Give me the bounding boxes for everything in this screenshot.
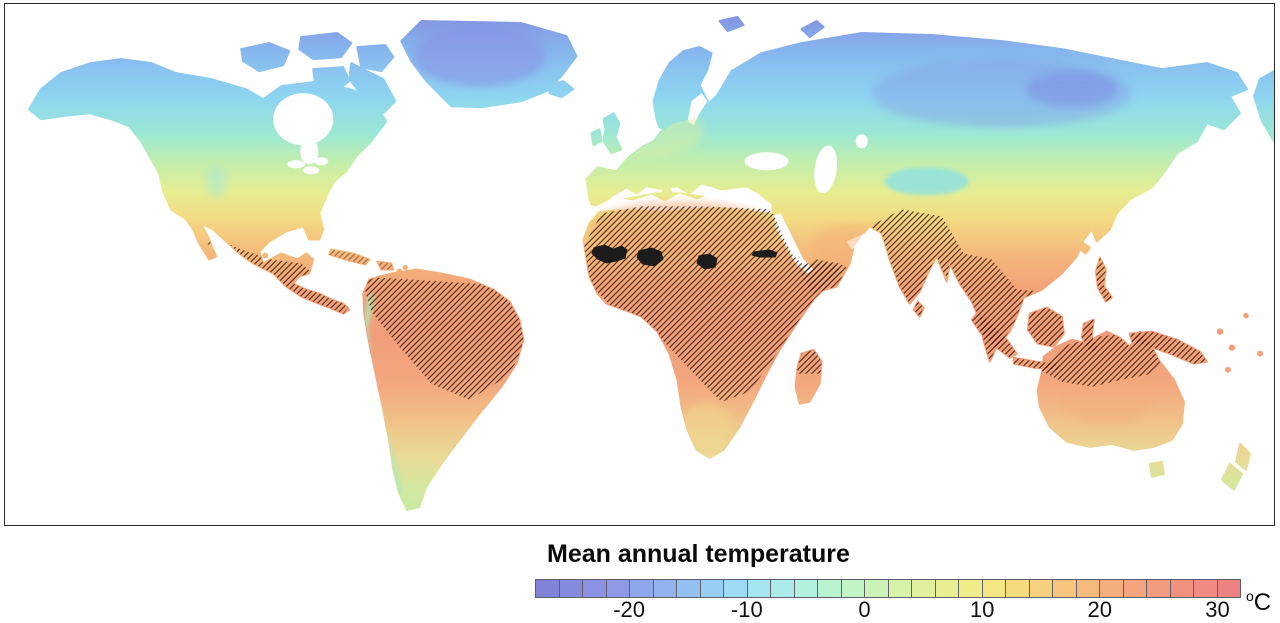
colorbar-cell [629, 579, 654, 598]
colorbar-cell [1193, 579, 1218, 598]
colorbar-cell [934, 579, 960, 598]
landmass-britain [602, 112, 623, 155]
colorbar-cell [723, 579, 748, 598]
colorbar-cell [558, 579, 584, 598]
arctic-islands [240, 42, 291, 73]
colorbar-cell [1075, 579, 1101, 598]
landmass-tasmania [1148, 460, 1165, 478]
arctic-islands [348, 62, 397, 115]
colorbar-tick-label: -10 [730, 597, 763, 622]
landmass-scandinavia [652, 46, 715, 133]
north-america-anomalies [205, 165, 228, 198]
landmass-new-zealand [1220, 462, 1243, 491]
greenland-anomaly [413, 26, 546, 87]
colorbar-tick-label: 30 [1205, 597, 1230, 622]
colorbar-cell [958, 579, 983, 598]
landmass-new-zealand [1234, 442, 1251, 471]
colorbar-cell [1005, 579, 1030, 598]
colorbar-cell [817, 579, 842, 598]
world-map [28, 16, 1274, 511]
landmass-japan [1128, 168, 1149, 191]
landmass-edge-wrap [1252, 70, 1274, 143]
colorbar-cell [699, 579, 725, 598]
unit-degree-superscript: o [1246, 588, 1254, 604]
colorbar-tick-label: -20 [613, 597, 646, 622]
colorbar-cell [535, 579, 560, 598]
landmass-iceland [548, 80, 575, 99]
colorbar-tick-label: 0 [858, 597, 871, 622]
landmass-japan [1138, 138, 1161, 173]
solid-black-patches [591, 244, 778, 270]
colorbar-cell [652, 579, 678, 598]
svalbard [718, 16, 745, 33]
colorbar-unit: oC [1246, 588, 1271, 617]
landmass-taiwan [1078, 242, 1091, 255]
colorbar-tick-label: 20 [1087, 597, 1113, 622]
colorbar-cells [535, 579, 1242, 598]
colorbar-cell [887, 579, 913, 598]
colorbar-cell [840, 579, 866, 598]
colorbar-tick-label: 10 [969, 597, 995, 622]
colorbar-cell [605, 579, 631, 598]
colorbar-ticks: -20 -10 0 10 20 30 [535, 597, 1241, 623]
colorbar-cell [1169, 579, 1195, 598]
colorbar-cell [1028, 579, 1054, 598]
colorbar-cell [582, 579, 607, 598]
novaya-zemlya [800, 20, 825, 39]
colorbar-cell [1052, 579, 1077, 598]
arctic-islands [312, 66, 351, 95]
colorbar-cell [676, 579, 701, 598]
landmass-ireland [590, 128, 603, 147]
colorbar-cell [770, 579, 795, 598]
colorbar-cell [864, 579, 889, 598]
arctic-islands [298, 32, 353, 61]
landmasses [28, 16, 1274, 511]
colorbar-cell [1216, 579, 1242, 598]
unit-celsius: C [1253, 589, 1272, 616]
colorbar-cell [981, 579, 1007, 598]
colorbar-cell [746, 579, 772, 598]
arctic-islands [356, 44, 395, 73]
colorbar-cell [1099, 579, 1124, 598]
colorbar-cell [793, 579, 819, 598]
colorbar-cell [1122, 579, 1148, 598]
world-map-panel [4, 3, 1275, 526]
colorbar-cell [1146, 579, 1171, 598]
legend-title: Mean annual temperature [547, 540, 850, 568]
colorbar-cell [911, 579, 936, 598]
